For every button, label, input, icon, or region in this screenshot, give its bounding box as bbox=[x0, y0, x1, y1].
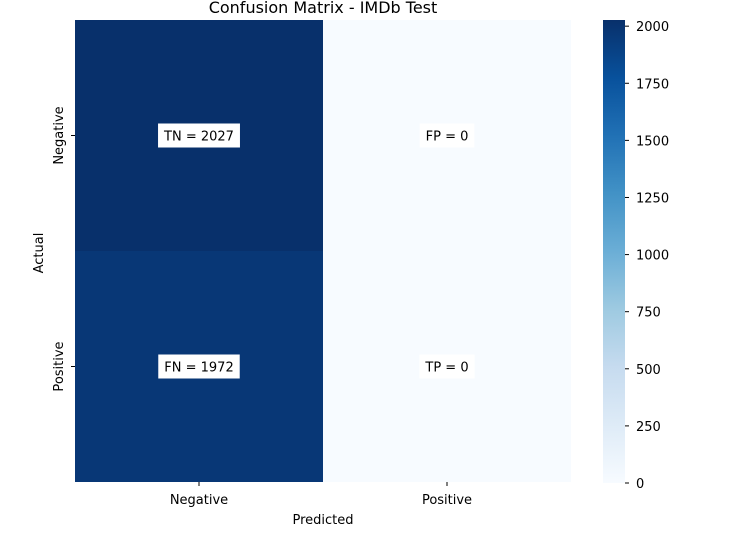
x-axis-ticks: Negative Positive bbox=[170, 482, 472, 508]
y-tick-label: Positive bbox=[52, 341, 67, 391]
colorbar-tick-label: 500 bbox=[636, 363, 661, 378]
colorbar-tick-label: 1500 bbox=[636, 134, 669, 149]
cell-annotation: FP = 0 bbox=[426, 130, 469, 145]
cell-annotation: TN = 2027 bbox=[163, 130, 234, 145]
cell-annotations: TN = 2027 FP = 0 FN = 1972 TP = 0 bbox=[158, 123, 475, 379]
cell-annotation: TP = 0 bbox=[424, 361, 468, 376]
annotation-box bbox=[158, 123, 240, 148]
annotation-box bbox=[419, 354, 475, 379]
annotation-box bbox=[158, 354, 240, 379]
colorbar-tick-label: 2000 bbox=[636, 20, 669, 35]
colorbar bbox=[603, 20, 625, 483]
x-tick-label: Negative bbox=[170, 493, 228, 508]
colorbar-tick-label: 1250 bbox=[636, 191, 669, 206]
x-tick-label: Positive bbox=[422, 493, 472, 508]
chart-title: Confusion Matrix - IMDb Test bbox=[209, 0, 438, 17]
y-axis-ticks: Negative Positive bbox=[52, 106, 75, 392]
colorbar-tick-label: 0 bbox=[636, 477, 644, 492]
annotation-box bbox=[419, 123, 475, 148]
y-axis-label: Actual bbox=[32, 233, 47, 274]
y-tick-label: Negative bbox=[52, 106, 67, 164]
x-axis-label: Predicted bbox=[292, 513, 353, 528]
cell-annotation: FN = 1972 bbox=[164, 361, 233, 376]
heatmap-cells bbox=[75, 20, 571, 482]
colorbar-tick-label: 250 bbox=[636, 420, 661, 435]
colorbar-tick-label: 1750 bbox=[636, 77, 669, 92]
colorbar-ticks: 0 250 500 750 1000 1250 1500 1750 2000 bbox=[625, 20, 669, 492]
colorbar-tick-label: 750 bbox=[636, 306, 661, 321]
colorbar-tick-label: 1000 bbox=[636, 249, 669, 264]
